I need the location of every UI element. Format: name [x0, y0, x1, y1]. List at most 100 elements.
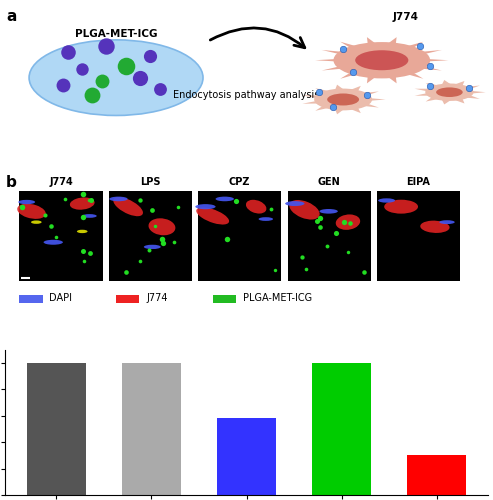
Point — [346, 219, 353, 227]
Text: J774: J774 — [49, 178, 73, 188]
Polygon shape — [335, 84, 345, 90]
Point — [79, 190, 87, 198]
Polygon shape — [349, 108, 361, 113]
Polygon shape — [442, 80, 451, 85]
Ellipse shape — [259, 217, 273, 221]
Ellipse shape — [285, 201, 305, 206]
Point — [316, 214, 324, 222]
Polygon shape — [316, 106, 331, 111]
Point — [85, 196, 93, 203]
Point — [86, 250, 94, 258]
Point — [170, 238, 177, 246]
Point — [18, 203, 26, 211]
Text: EIPA: EIPA — [407, 178, 430, 188]
Point — [267, 204, 275, 212]
Ellipse shape — [113, 197, 143, 216]
Polygon shape — [423, 59, 449, 62]
Polygon shape — [415, 88, 431, 92]
Point — [78, 65, 86, 73]
Polygon shape — [340, 42, 360, 49]
Polygon shape — [404, 72, 423, 79]
Point — [174, 202, 182, 210]
Ellipse shape — [289, 200, 319, 220]
Point — [298, 252, 306, 260]
Text: LPS: LPS — [140, 178, 161, 188]
Polygon shape — [315, 59, 341, 62]
Point — [223, 235, 231, 243]
Bar — [287, 191, 371, 281]
Polygon shape — [464, 95, 480, 99]
Polygon shape — [349, 86, 361, 92]
Text: J774: J774 — [393, 12, 419, 22]
Text: PLGA-MET-ICG: PLGA-MET-ICG — [243, 292, 312, 302]
Polygon shape — [361, 92, 379, 96]
Point — [136, 257, 144, 265]
Point — [41, 211, 49, 219]
Bar — [217, 418, 276, 495]
Bar — [212, 296, 236, 303]
Point — [232, 196, 240, 204]
Ellipse shape — [43, 240, 63, 244]
Point — [59, 81, 67, 89]
Point — [303, 265, 311, 273]
Ellipse shape — [18, 200, 35, 204]
Point — [52, 232, 60, 240]
Bar — [19, 191, 103, 281]
Polygon shape — [442, 100, 451, 104]
Point — [417, 42, 424, 50]
Point — [323, 242, 331, 250]
Polygon shape — [454, 81, 464, 86]
Ellipse shape — [378, 198, 395, 202]
Point — [339, 44, 347, 52]
Point — [136, 196, 144, 204]
Point — [136, 74, 144, 82]
Point — [122, 268, 130, 276]
Point — [426, 62, 434, 70]
Ellipse shape — [327, 94, 359, 106]
Point — [314, 217, 321, 225]
Point — [329, 103, 337, 111]
Ellipse shape — [436, 88, 463, 97]
Bar — [19, 296, 42, 303]
Ellipse shape — [384, 200, 418, 213]
Text: J774: J774 — [146, 292, 168, 302]
Ellipse shape — [336, 214, 360, 230]
Bar — [377, 191, 460, 281]
Ellipse shape — [439, 220, 455, 224]
Polygon shape — [425, 97, 440, 102]
Point — [61, 196, 69, 203]
Polygon shape — [415, 93, 431, 96]
Polygon shape — [425, 83, 440, 87]
Ellipse shape — [195, 204, 215, 209]
Polygon shape — [335, 108, 345, 114]
Text: b: b — [6, 175, 17, 190]
Point — [156, 86, 164, 94]
Bar — [27, 363, 86, 495]
Point — [88, 91, 96, 99]
Point — [315, 88, 323, 96]
Point — [332, 229, 340, 237]
Polygon shape — [417, 50, 442, 55]
Point — [160, 238, 168, 246]
Ellipse shape — [29, 40, 203, 116]
Polygon shape — [316, 88, 331, 94]
Point — [79, 213, 87, 221]
Polygon shape — [367, 37, 377, 46]
Ellipse shape — [82, 214, 97, 218]
Point — [363, 91, 371, 99]
Ellipse shape — [17, 204, 46, 219]
Point — [340, 218, 348, 226]
Ellipse shape — [333, 42, 430, 78]
Point — [344, 248, 352, 256]
Point — [426, 82, 434, 90]
Text: GEN: GEN — [318, 178, 341, 188]
Ellipse shape — [31, 220, 41, 224]
Polygon shape — [340, 72, 360, 79]
Polygon shape — [386, 75, 396, 84]
Point — [465, 84, 473, 92]
Point — [47, 222, 55, 230]
Text: PLGA-MET-ICG: PLGA-MET-ICG — [75, 29, 157, 39]
Polygon shape — [322, 50, 347, 55]
Ellipse shape — [148, 218, 176, 236]
Polygon shape — [302, 100, 321, 103]
